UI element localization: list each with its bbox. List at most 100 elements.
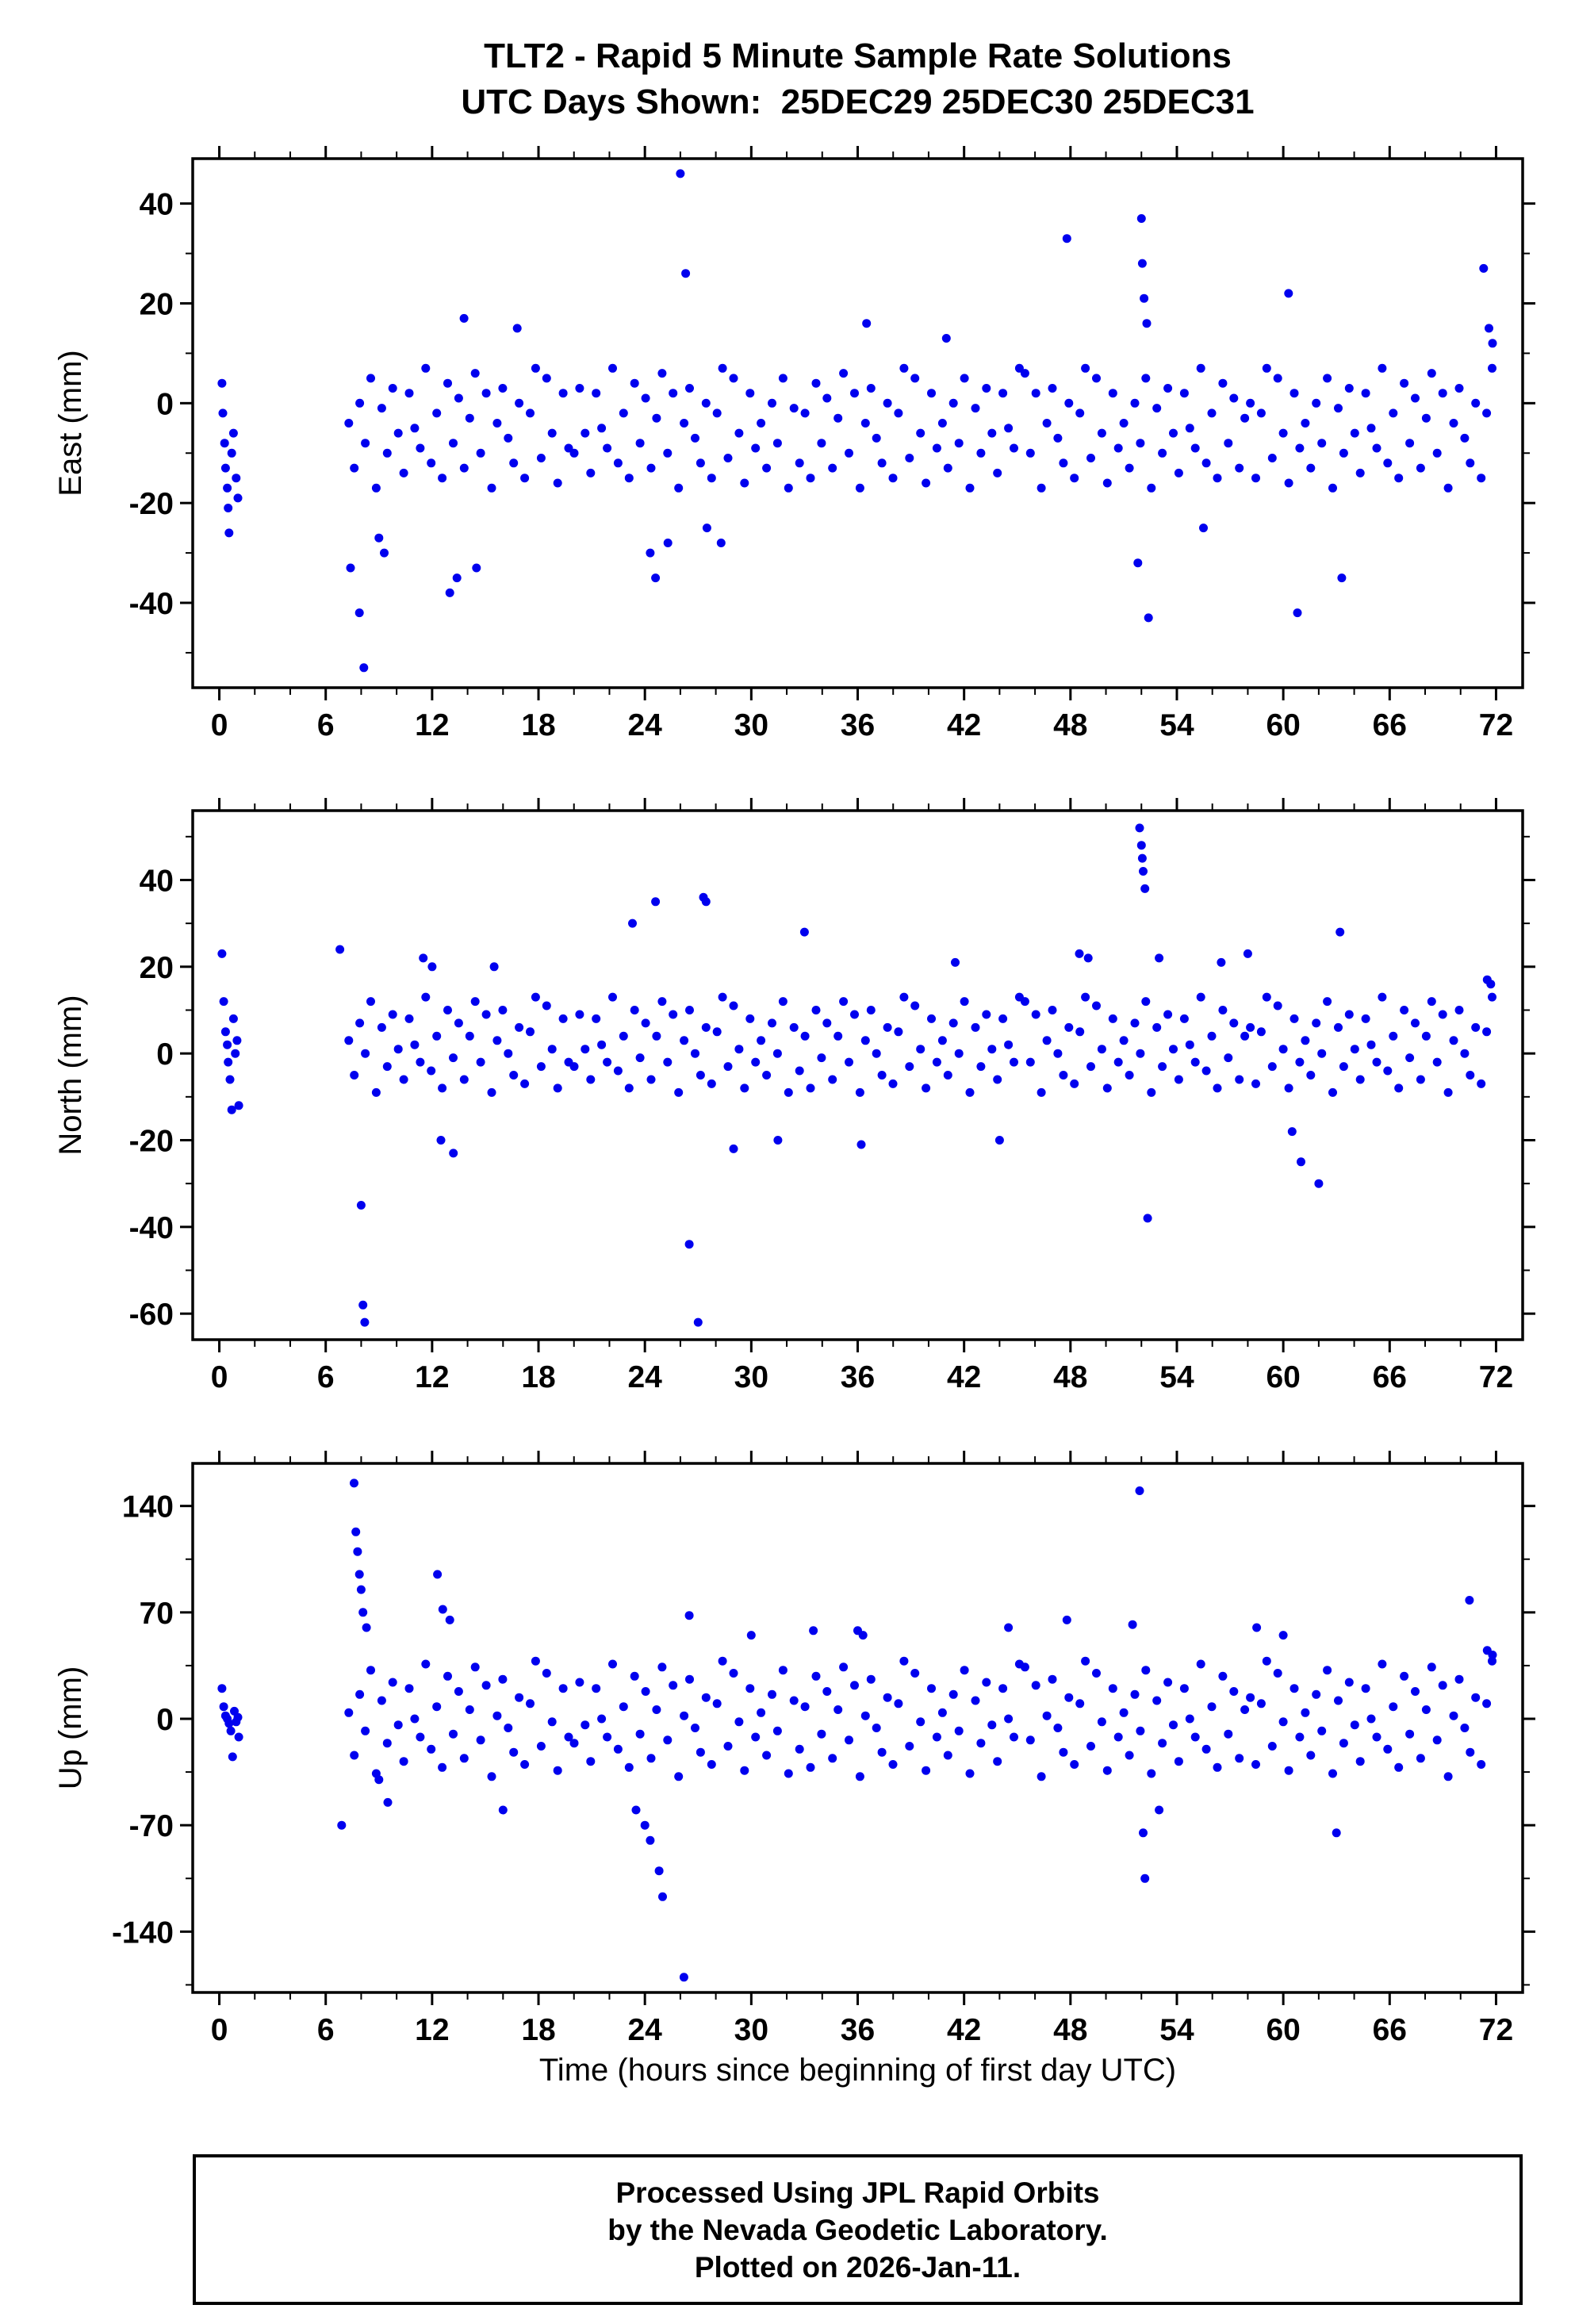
data-point (1477, 1760, 1486, 1769)
data-point (1372, 443, 1381, 453)
data-point (454, 1018, 463, 1028)
data-point (1128, 1620, 1137, 1629)
data-point (740, 1083, 749, 1093)
data-point (377, 1696, 386, 1705)
y-tick-label: 20 (140, 287, 174, 321)
x-tick-label: 6 (317, 1360, 335, 1394)
data-point (916, 428, 925, 438)
footer-line-3: Plotted on 2026-Jan-11. (694, 2250, 1021, 2284)
x-tick-label: 42 (947, 2013, 981, 2047)
data-point (1224, 1053, 1233, 1063)
data-point (1328, 1769, 1337, 1778)
data-point (337, 1820, 347, 1830)
data-point (586, 468, 596, 477)
data-point (1432, 1735, 1442, 1745)
data-point (1416, 1754, 1425, 1763)
data-point (1432, 1057, 1442, 1067)
x-tick-label: 54 (1159, 2013, 1194, 2047)
data-point (680, 419, 689, 428)
data-point (635, 1729, 645, 1739)
data-point (954, 1049, 964, 1058)
data-point (1339, 448, 1348, 458)
data-point (404, 389, 414, 398)
data-point (862, 319, 872, 328)
data-point (410, 1714, 420, 1724)
x-tick-label: 60 (1266, 2013, 1300, 2047)
data-point (866, 384, 876, 393)
data-point (691, 433, 699, 443)
data-point (800, 408, 810, 418)
x-tick-label: 18 (521, 2013, 555, 2047)
data-point (1235, 463, 1244, 473)
data-point (366, 997, 375, 1007)
data-point (729, 1144, 738, 1153)
data-point (707, 1079, 716, 1088)
x-tick-label: 24 (627, 1360, 662, 1394)
data-point (445, 1615, 454, 1624)
data-point (1102, 1083, 1112, 1093)
data-point (454, 393, 463, 403)
data-point (1174, 468, 1183, 477)
data-point (888, 1760, 898, 1769)
data-point (877, 1071, 887, 1080)
data-point (487, 1087, 496, 1097)
data-point (1113, 443, 1123, 453)
data-point (1092, 1001, 1101, 1011)
data-point (1125, 463, 1134, 473)
data-point (1064, 1693, 1074, 1702)
data-point (927, 389, 936, 398)
data-point (1217, 957, 1226, 967)
data-point (762, 1751, 772, 1760)
data-point (1273, 1669, 1282, 1678)
data-point (586, 1075, 596, 1084)
data-point (976, 1062, 986, 1072)
data-point (712, 1027, 722, 1037)
data-point (1075, 408, 1085, 418)
data-point (718, 992, 727, 1002)
data-point (899, 992, 909, 1002)
data-point (498, 1805, 508, 1815)
data-point (716, 539, 726, 547)
north-frame (191, 809, 1524, 1341)
data-point (998, 1014, 1008, 1023)
data-point (1042, 419, 1052, 428)
data-point (1278, 1045, 1288, 1054)
data-point (515, 1022, 524, 1032)
data-point (1295, 1732, 1305, 1742)
data-point (883, 1693, 892, 1702)
data-point (1125, 1071, 1134, 1080)
data-point (1133, 558, 1143, 568)
data-point (438, 474, 447, 483)
data-point (1229, 393, 1239, 403)
data-point (1400, 1006, 1409, 1014)
data-point (217, 1684, 227, 1693)
data-point (1243, 949, 1252, 958)
data-point (1295, 1057, 1305, 1067)
data-point (1139, 867, 1148, 876)
data-point (531, 992, 540, 1002)
data-point (233, 493, 243, 503)
data-point (1147, 483, 1156, 493)
data-point (1130, 398, 1140, 408)
data-point (1102, 478, 1112, 488)
data-point (335, 945, 345, 954)
data-point (1312, 1689, 1321, 1699)
data-point (916, 1045, 925, 1054)
data-point (845, 448, 853, 458)
data-point (1108, 1684, 1117, 1693)
data-point (1378, 363, 1387, 373)
x-tick-label: 6 (317, 708, 335, 742)
data-point (547, 1045, 557, 1054)
data-point (1196, 363, 1205, 373)
data-point (751, 443, 761, 453)
data-point (443, 1671, 452, 1681)
data-point (1010, 1732, 1018, 1742)
data-point (1273, 374, 1282, 383)
data-point (1366, 424, 1376, 433)
data-point (575, 384, 584, 393)
data-point (1020, 1662, 1029, 1672)
data-point (1141, 997, 1151, 1007)
data-point (707, 474, 716, 483)
east-chart: 0 6 12 18 24 30 36 42 48 54 60 66 72 -40 -20 0 20 40 East … (53, 146, 1535, 742)
